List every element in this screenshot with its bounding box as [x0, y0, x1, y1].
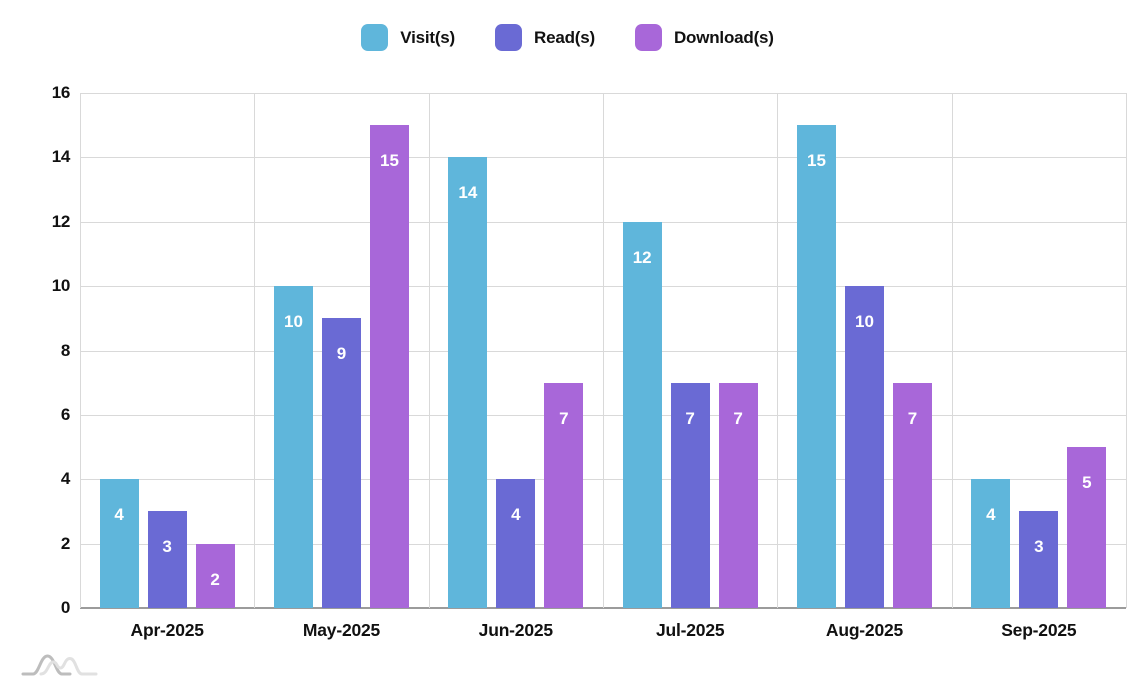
bar-downloads-sep-2025[interactable]: 5 — [1067, 447, 1107, 608]
bar-reads-apr-2025[interactable]: 3 — [147, 511, 187, 608]
bar-reads-jun-2025[interactable]: 4 — [496, 479, 536, 608]
x-axis-label-apr-2025: Apr-2025 — [130, 620, 204, 640]
y-tick-label: 4 — [60, 469, 70, 489]
y-tick-label: 6 — [60, 404, 70, 424]
group-separator-gridline — [254, 93, 256, 608]
x-axis-label-may-2025: May-2025 — [302, 620, 381, 640]
y-tick-label: 8 — [60, 340, 70, 360]
bar-value-label: 7 — [685, 408, 695, 428]
bar-value-label: 9 — [336, 344, 347, 364]
legend-item-downloads[interactable]: Download(s) — [634, 24, 774, 51]
x-axis-label-sep-2025: Sep-2025 — [1001, 620, 1077, 640]
group-separator-gridline — [951, 93, 953, 608]
bar-reads-aug-2025[interactable]: 10 — [845, 286, 884, 608]
bar-value-label: 10 — [284, 312, 303, 332]
bar-value-label: 3 — [1034, 537, 1044, 557]
x-axis-label-jul-2025: Jul-2025 — [655, 620, 725, 640]
bar-value-label: 12 — [632, 247, 652, 267]
bar-downloads-jul-2025[interactable]: 7 — [718, 382, 758, 608]
legend-label-visits: Visit(s) — [400, 27, 456, 47]
bar-value-label: 15 — [380, 151, 399, 171]
bar-value-label: 14 — [458, 183, 478, 203]
bar-reads-may-2025[interactable]: 9 — [322, 318, 361, 608]
downloads-swatch-icon — [634, 24, 662, 51]
bar-value-label: 7 — [907, 408, 918, 428]
legend-label-downloads: Download(s) — [673, 27, 774, 47]
bar-downloads-jun-2025[interactable]: 7 — [544, 382, 584, 608]
bar-value-label: 15 — [807, 151, 826, 171]
group-separator-gridline — [428, 93, 430, 608]
y-tick-label: 14 — [51, 147, 71, 167]
reads-swatch-icon — [495, 24, 523, 51]
bar-reads-sep-2025[interactable]: 3 — [1019, 511, 1059, 608]
bar-visits-aug-2025[interactable]: 15 — [797, 125, 836, 608]
bar-downloads-may-2025[interactable]: 15 — [370, 125, 409, 608]
y-tick-label: 2 — [60, 533, 70, 553]
legend-item-visits[interactable]: Visit(s) — [361, 24, 455, 51]
bar-visits-apr-2025[interactable]: 4 — [99, 479, 139, 608]
bar-visits-sep-2025[interactable]: 4 — [971, 479, 1011, 608]
bar-value-label: 4 — [986, 505, 996, 525]
x-axis-line — [80, 607, 1126, 609]
bar-value-label: 3 — [162, 537, 172, 557]
bar-value-label: 10 — [855, 312, 874, 332]
x-axis-label-aug-2025: Aug-2025 — [825, 620, 904, 640]
y-tick-label: 12 — [51, 211, 71, 231]
group-separator-gridline — [777, 93, 779, 608]
visits-swatch-icon — [361, 24, 389, 51]
bar-value-label: 7 — [559, 408, 569, 428]
bar-visits-may-2025[interactable]: 10 — [274, 286, 313, 608]
bar-value-label: 7 — [733, 408, 743, 428]
group-separator-gridline — [1126, 93, 1127, 608]
bar-reads-jul-2025[interactable]: 7 — [670, 382, 710, 608]
bar-value-label: 4 — [511, 505, 521, 525]
y-tick-label: 0 — [60, 598, 70, 617]
bar-value-label: 5 — [1082, 473, 1092, 493]
chart-watermark-waves-logo[interactable] — [20, 651, 100, 679]
chart-legend: Visit(s) Read(s) Download(s) — [0, 24, 1135, 51]
x-axis-label-jun-2025: Jun-2025 — [478, 620, 553, 640]
group-separator-gridline — [603, 93, 604, 608]
bar-downloads-aug-2025[interactable]: 7 — [893, 382, 932, 608]
bar-visits-jun-2025[interactable]: 14 — [448, 157, 488, 608]
legend-label-reads: Read(s) — [534, 27, 595, 47]
y-tick-label: 10 — [51, 276, 71, 296]
bar-value-label: 4 — [114, 505, 124, 525]
bar-value-label: 2 — [210, 569, 220, 589]
y-tick-label: 16 — [51, 83, 71, 102]
bar-visits-jul-2025[interactable]: 12 — [622, 221, 662, 608]
group-separator-gridline — [80, 93, 81, 608]
bar-downloads-apr-2025[interactable]: 2 — [195, 543, 235, 608]
legend-item-reads[interactable]: Read(s) — [495, 24, 595, 51]
